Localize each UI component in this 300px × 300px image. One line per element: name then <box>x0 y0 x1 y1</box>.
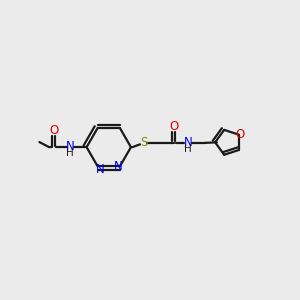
Text: H: H <box>67 148 74 158</box>
Text: N: N <box>183 136 192 149</box>
Text: S: S <box>140 136 147 149</box>
Text: N: N <box>114 160 123 173</box>
Text: O: O <box>50 124 59 137</box>
Text: O: O <box>169 120 179 133</box>
Text: N: N <box>66 140 75 153</box>
Text: H: H <box>184 144 192 154</box>
Text: O: O <box>236 128 245 141</box>
Text: N: N <box>96 163 104 176</box>
